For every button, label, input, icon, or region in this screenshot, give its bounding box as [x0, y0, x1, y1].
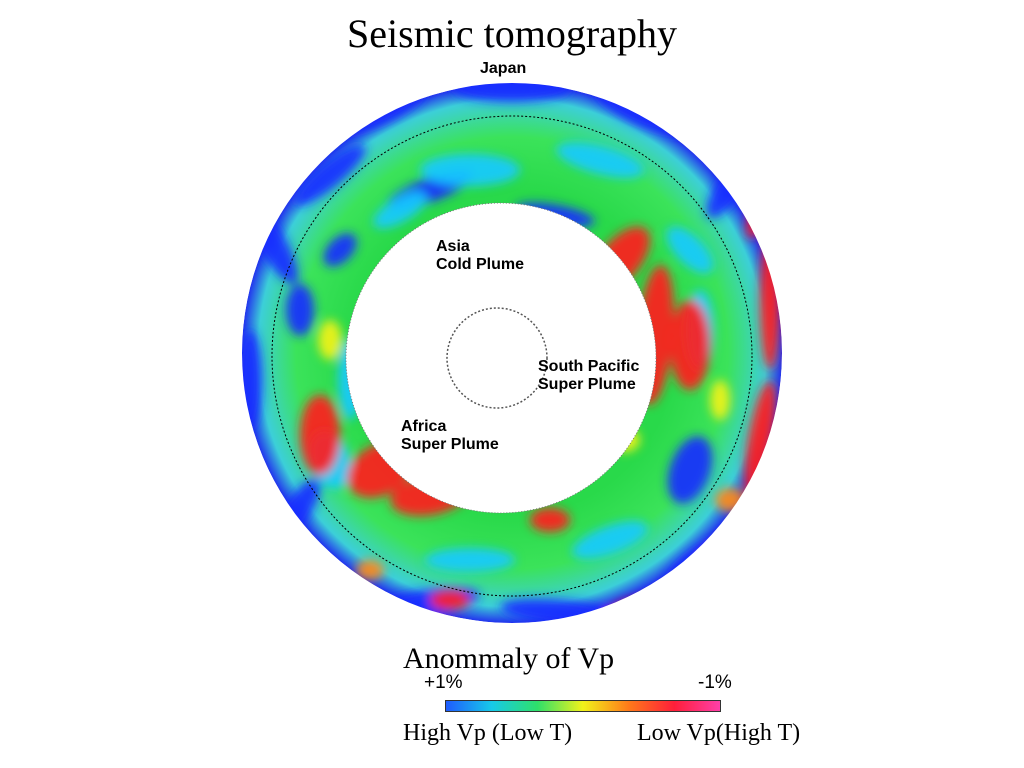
slide-title: Seismic tomography [347, 11, 677, 56]
velocity-anomaly-blob [318, 320, 342, 360]
velocity-anomaly-blob [500, 598, 620, 626]
velocity-anomaly-blob [594, 85, 686, 135]
velocity-anomaly-blob [347, 442, 413, 498]
velocity-anomaly-blob [373, 191, 427, 229]
velocity-anomaly-blob [515, 202, 595, 228]
velocity-anomaly-blob [238, 330, 262, 430]
label-africa-super-plume: Africa Super Plume [401, 418, 499, 453]
legend-title: Anommaly of Vp [403, 642, 615, 675]
velocity-anomaly-blob [530, 508, 570, 532]
velocity-anomaly-blob [390, 474, 470, 516]
velocity-anomaly-blob [598, 310, 622, 350]
velocity-anomaly-blob [430, 590, 470, 610]
label-south-pacific-super-plume: South Pacific Super Plume [538, 358, 640, 393]
velocity-anomaly-blob [284, 550, 316, 570]
velocity-anomaly-blob [259, 478, 321, 562]
velocity-anomaly-blob [286, 284, 314, 336]
velocity-anomaly-blob [556, 142, 644, 178]
velocity-anomaly-blob [605, 596, 675, 624]
velocity-anomaly-blob [695, 537, 745, 583]
label-japan: Japan [480, 60, 527, 77]
velocity-anomaly-blob [572, 521, 648, 559]
core-boundary [345, 202, 657, 514]
velocity-anomaly-blob [760, 230, 780, 370]
inner-core-dotted-circle [446, 307, 548, 409]
velocity-anomaly-blob [420, 154, 520, 186]
velocity-anomaly-blob [670, 300, 710, 390]
velocity-anomaly-blob [666, 226, 714, 274]
legend-caption-left: High Vp (Low T) [403, 720, 573, 746]
velocity-anomaly-blob [300, 395, 340, 475]
velocity-anomaly-blob [636, 265, 674, 405]
mantle-ring [238, 74, 782, 626]
velocity-anomaly-blob [242, 196, 298, 284]
legend-tick-left: +1% [424, 672, 463, 693]
velocity-anomaly-blob [334, 85, 426, 135]
upper-mantle-dotted-circle [271, 115, 753, 597]
velocity-anomaly-blob [667, 436, 713, 504]
velocity-anomaly-blob [323, 233, 357, 267]
velocity-anomaly-blob [744, 380, 776, 500]
velocity-anomaly-blob [452, 74, 572, 102]
velocity-anomaly-blob [590, 226, 650, 294]
velocity-anomaly-blob [356, 560, 384, 580]
legend-colorbar [445, 700, 721, 712]
velocity-anomaly-blob [338, 340, 362, 420]
velocity-anomaly-blob [715, 488, 745, 512]
velocity-anomaly-blob [425, 548, 515, 572]
velocity-anomaly-blob [706, 142, 764, 218]
velocity-anomaly-blob [610, 428, 640, 452]
legend-tick-right: -1% [698, 672, 732, 693]
velocity-anomaly-blob [710, 380, 730, 420]
velocity-anomaly-blob [294, 144, 366, 206]
legend-caption-right: Low Vp(High T) [637, 720, 801, 746]
velocity-anomaly-blob [746, 181, 774, 239]
label-asia-cold-plume: Asia Cold Plume [436, 238, 525, 273]
